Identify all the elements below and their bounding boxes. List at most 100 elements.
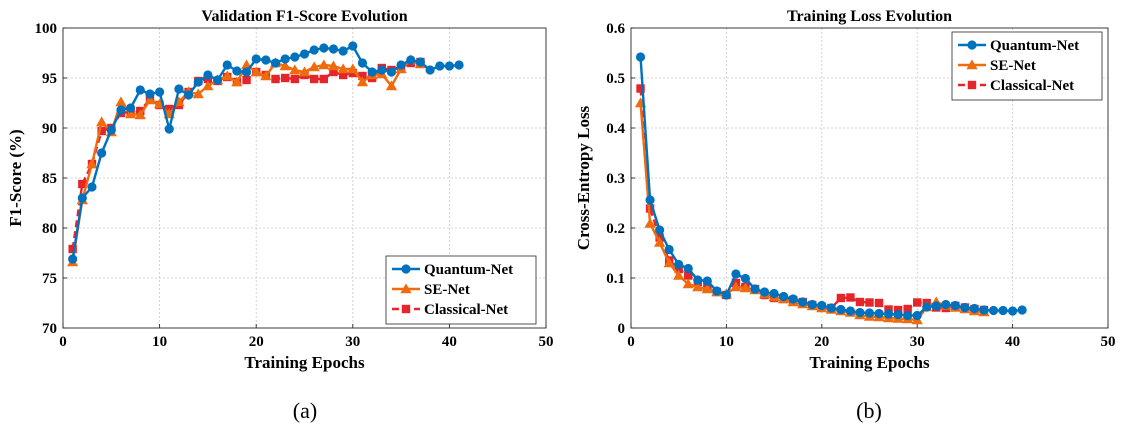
classical-net-point (855, 297, 865, 307)
se-net-point (289, 64, 301, 75)
se-net-line (71, 58, 421, 263)
quantum-net-point (712, 286, 722, 296)
quantum-net-point (135, 85, 145, 95)
quantum-net-point (674, 259, 684, 270)
x-tick-label: 40 (1005, 334, 1020, 350)
x-tick-label: 50 (539, 334, 554, 350)
quantum-net-point (931, 301, 941, 311)
se-net-point (202, 80, 214, 91)
se-net-point (250, 66, 262, 77)
classical-net-point (68, 244, 77, 254)
quantum-net-point (731, 269, 741, 279)
legend-se-net-label: SE-Net (990, 58, 1036, 74)
quantum-net-point (645, 195, 655, 205)
y-tick-label: 0.5 (606, 71, 625, 87)
quantum-net-point (425, 65, 435, 75)
y-tick-label: 0.6 (606, 21, 625, 37)
quantum-net-point (164, 124, 174, 134)
quantum-net-point (116, 105, 126, 115)
y-tick-label: 0 (618, 321, 626, 337)
quantum-net-point (386, 67, 397, 77)
quantum-net-point (87, 182, 97, 192)
quantum-net-point (126, 103, 136, 113)
x-tick-label: 10 (719, 334, 734, 350)
quantum-net-point (788, 294, 798, 304)
quantum-net-point (328, 44, 339, 54)
quantum-net-point (950, 300, 960, 311)
se-net-point (682, 278, 694, 289)
quantum-net-point (779, 291, 789, 302)
quantum-net-point (261, 55, 271, 65)
classical-net-point (271, 74, 280, 84)
quantum-net-point (396, 60, 406, 70)
classical-net-point (78, 179, 87, 189)
quantum-net-point (367, 67, 377, 77)
quantum-net-point (1008, 306, 1018, 316)
classical-net-point (913, 298, 922, 307)
quantum-net-point (406, 55, 416, 65)
quantum-net-point (702, 276, 712, 286)
se-net-point (318, 59, 330, 70)
se-net-point (125, 108, 137, 119)
legend: Quantum-Net SE-Net Classical-Net (385, 255, 537, 325)
quantum-net-point (241, 67, 252, 77)
classical-net-point (684, 271, 693, 280)
quantum-net-point (348, 41, 358, 51)
se-net-point (730, 281, 742, 292)
quantum-net-point (251, 54, 261, 64)
se-net-point (192, 88, 204, 99)
y-axis-label: F1-Score (%) (6, 129, 25, 226)
quantum-net-point (769, 288, 779, 299)
legend-classical-net-label: Classical-Net (424, 302, 508, 318)
series-classical-net (636, 84, 989, 315)
quantum-net-point (635, 52, 646, 62)
se-net-point (673, 269, 685, 280)
legend-se-net-marker (966, 59, 978, 70)
quantum-net-point (280, 54, 290, 64)
classical-net-point (846, 293, 855, 302)
panel-label-b: (b) (856, 398, 882, 423)
se-net-point (308, 61, 320, 72)
x-tick-label: 10 (152, 334, 167, 350)
quantum-net-point (864, 308, 875, 318)
x-axis-label: Training Epochs (244, 353, 365, 372)
quantum-net-point (683, 263, 693, 274)
quantum-net-point (290, 52, 300, 62)
se-net-point (327, 60, 340, 71)
quantum-net-point (270, 58, 281, 68)
quantum-net-point (299, 49, 310, 59)
chart-title: Validation F1-Score Evolution (201, 8, 407, 25)
x-tick-label: 20 (249, 334, 264, 350)
classical-net-point (242, 75, 251, 85)
quantum-net-point (807, 299, 817, 310)
quantum-net-point (435, 61, 445, 71)
y-tick-label: 0.1 (606, 271, 625, 287)
classical-net-point (338, 70, 348, 80)
y-tick-label: 0.3 (606, 171, 625, 187)
se-net-point (385, 80, 398, 91)
quantum-net-point (145, 89, 155, 99)
classical-net-point (280, 73, 290, 83)
series-se-net (67, 54, 427, 267)
classical-net-point (836, 293, 846, 303)
quantum-net-point (357, 58, 368, 68)
legend-quantum-net-label: Quantum-Net (990, 38, 1079, 54)
se-net-point (663, 257, 675, 268)
quantum-net-point (817, 300, 827, 311)
se-net-point (231, 76, 243, 87)
quantum-net-point (1017, 305, 1027, 315)
quantum-net-point (106, 125, 116, 135)
se-net-point (356, 76, 369, 87)
se-net-point (654, 236, 666, 247)
legend-quantum-net-label: Quantum-Net (424, 262, 513, 278)
quantum-net-point (338, 46, 348, 56)
se-net-point (96, 116, 108, 127)
se-net-point (739, 282, 752, 293)
se-net-point (692, 281, 704, 292)
quantum-net-point (874, 308, 884, 319)
legend-classical-net-marker (401, 304, 411, 314)
y-tick-label: 0.2 (606, 221, 625, 237)
y-tick-label: 80 (42, 221, 57, 237)
y-tick-label: 70 (42, 321, 57, 337)
